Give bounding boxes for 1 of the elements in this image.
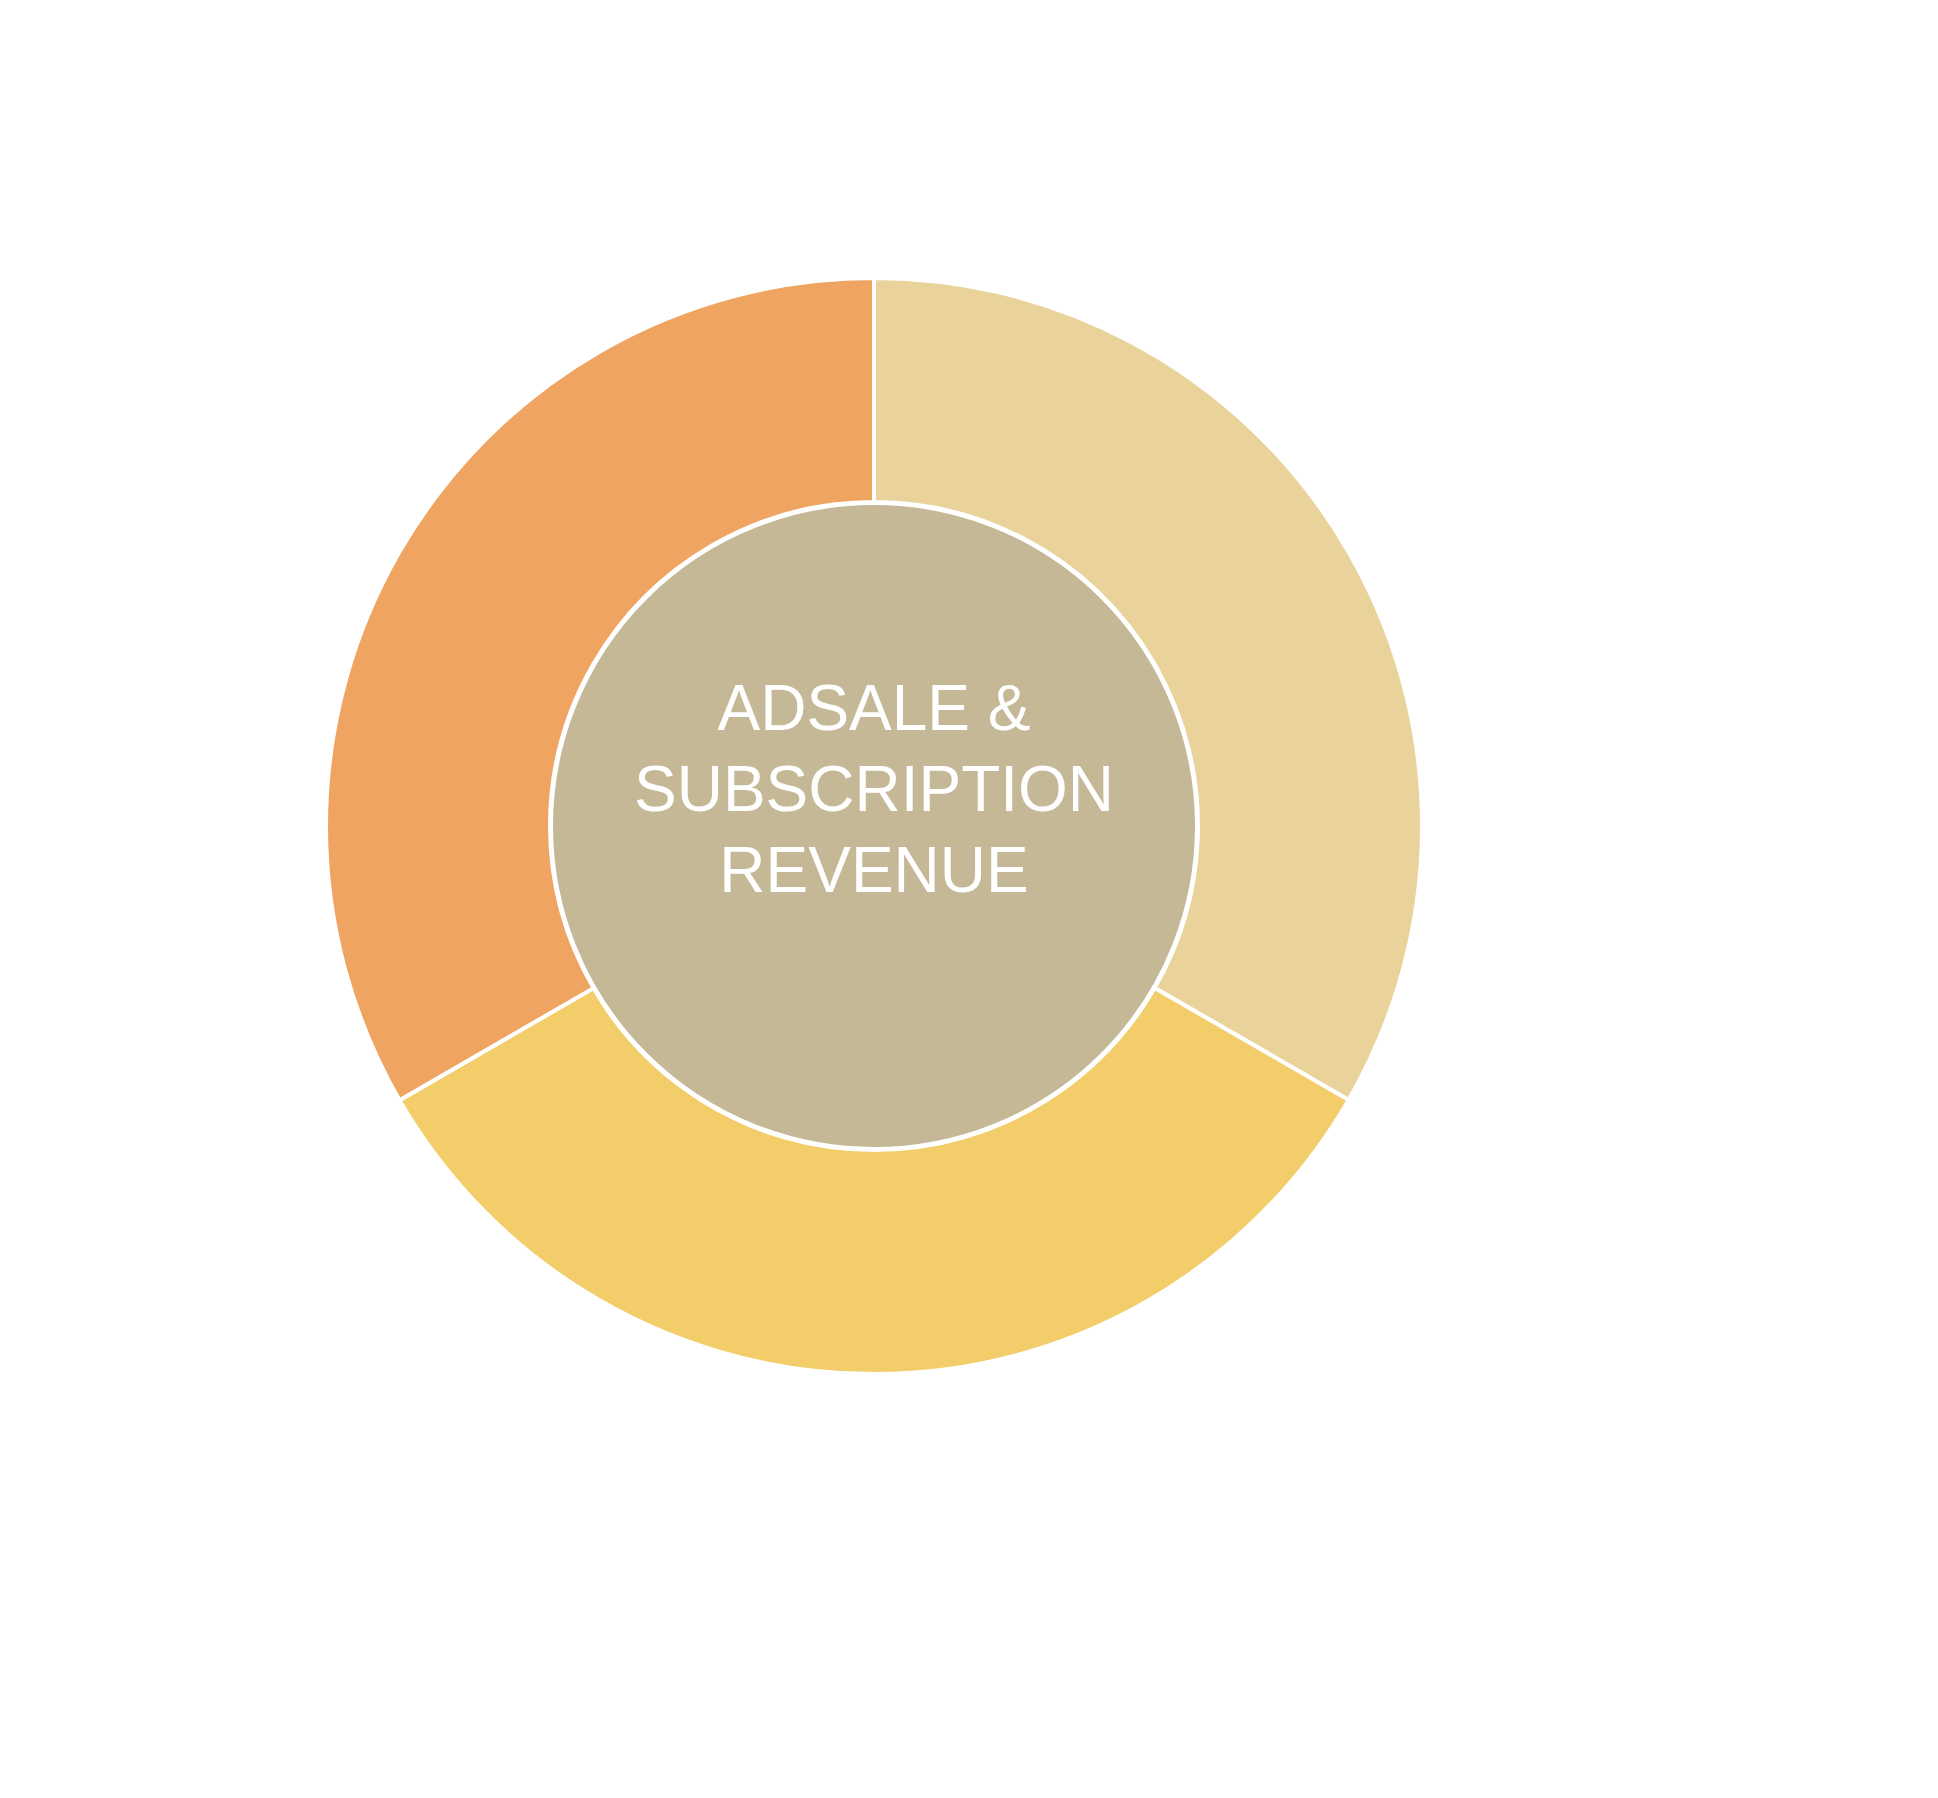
text: ADSALE & SUBSCRIPTION REVENUE: [633, 672, 1115, 906]
